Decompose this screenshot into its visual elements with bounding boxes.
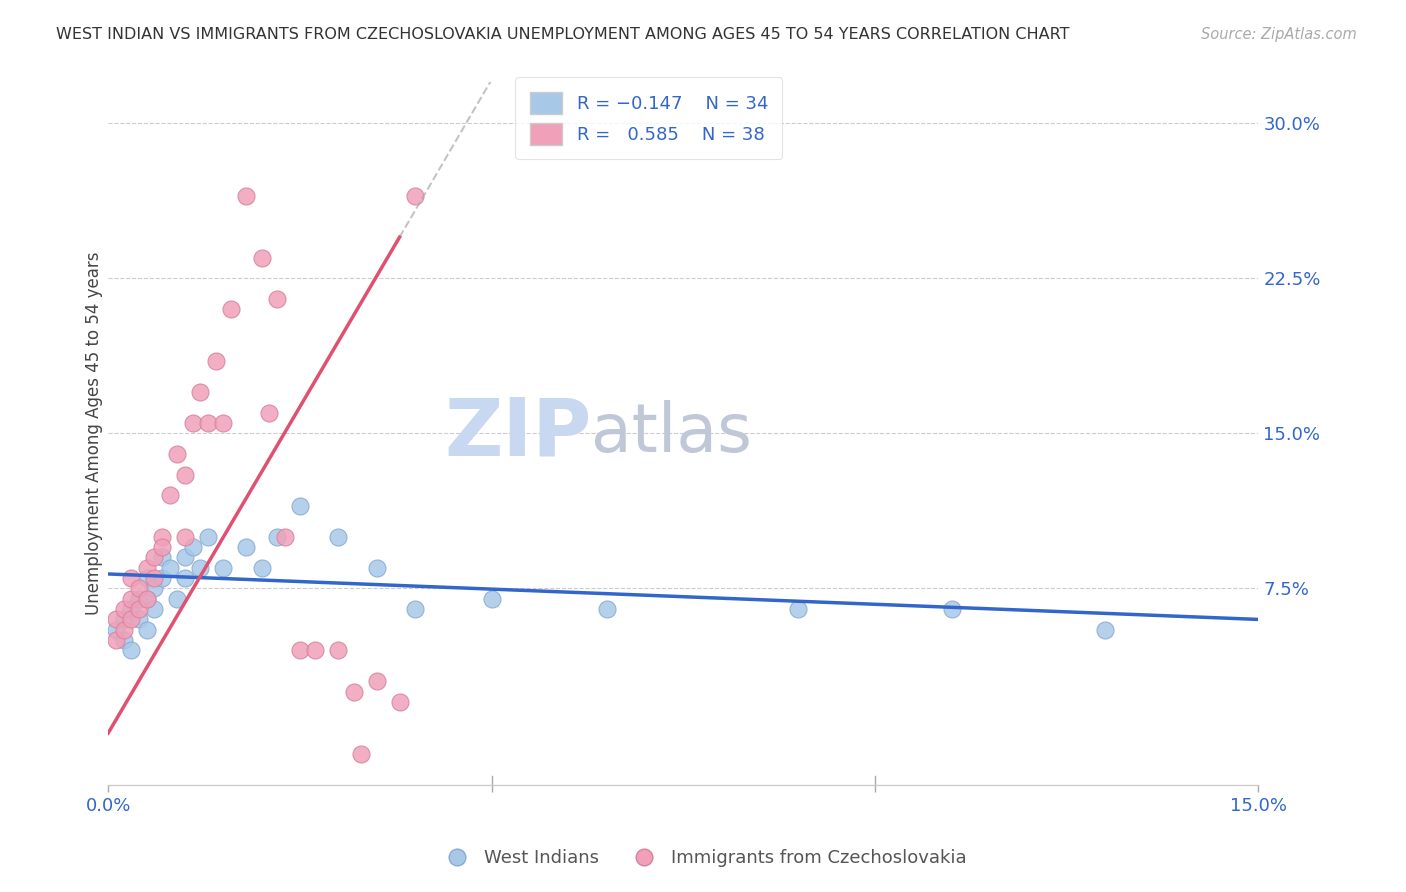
Point: [135, 591, 157, 606]
Point: [143, 550, 166, 565]
Point: [135, 571, 157, 585]
Point: [366, 561, 388, 575]
Point: [941, 602, 963, 616]
Point: [787, 602, 810, 616]
Point: [595, 602, 617, 616]
Point: [166, 447, 188, 461]
Point: [266, 530, 288, 544]
Point: [212, 561, 235, 575]
Point: [188, 561, 211, 575]
Point: [150, 571, 173, 585]
Point: [166, 591, 188, 606]
Point: [197, 416, 219, 430]
Point: [257, 406, 280, 420]
Point: [235, 189, 257, 203]
Point: [273, 530, 295, 544]
Point: [143, 582, 166, 596]
Point: [188, 385, 211, 400]
Point: [173, 530, 195, 544]
Point: [120, 612, 142, 626]
Point: [112, 623, 135, 637]
Point: [181, 416, 204, 430]
Point: [128, 602, 150, 616]
Text: Source: ZipAtlas.com: Source: ZipAtlas.com: [1201, 27, 1357, 42]
Text: atlas: atlas: [592, 401, 752, 467]
Point: [128, 612, 150, 626]
Point: [197, 530, 219, 544]
Point: [212, 416, 235, 430]
Point: [266, 292, 288, 306]
Legend: West Indians, Immigrants from Czechoslovakia: West Indians, Immigrants from Czechoslov…: [432, 842, 974, 874]
Point: [150, 530, 173, 544]
Point: [112, 612, 135, 626]
Point: [150, 540, 173, 554]
Point: [120, 571, 142, 585]
Point: [304, 643, 326, 657]
Point: [250, 561, 273, 575]
Point: [112, 633, 135, 648]
Point: [135, 623, 157, 637]
Point: [159, 561, 181, 575]
Point: [350, 747, 373, 761]
Point: [120, 643, 142, 657]
Point: [120, 602, 142, 616]
Point: [120, 591, 142, 606]
Point: [404, 602, 426, 616]
Point: [173, 571, 195, 585]
Point: [173, 467, 195, 482]
Point: [204, 354, 226, 368]
Point: [250, 251, 273, 265]
Point: [104, 633, 127, 648]
Point: [112, 602, 135, 616]
Point: [1094, 623, 1116, 637]
Point: [288, 499, 311, 513]
Point: [388, 695, 411, 709]
Point: [328, 643, 350, 657]
Point: [128, 591, 150, 606]
Legend: R = −0.147    N = 34, R =   0.585    N = 38: R = −0.147 N = 34, R = 0.585 N = 38: [515, 77, 783, 159]
Point: [143, 602, 166, 616]
Point: [128, 582, 150, 596]
Point: [288, 643, 311, 657]
Point: [143, 571, 166, 585]
Point: [481, 591, 503, 606]
Point: [135, 591, 157, 606]
Point: [366, 674, 388, 689]
Point: [150, 550, 173, 565]
Point: [219, 302, 242, 317]
Point: [342, 685, 364, 699]
Point: [404, 189, 426, 203]
Point: [173, 550, 195, 565]
Point: [235, 540, 257, 554]
Text: WEST INDIAN VS IMMIGRANTS FROM CZECHOSLOVAKIA UNEMPLOYMENT AMONG AGES 45 TO 54 Y: WEST INDIAN VS IMMIGRANTS FROM CZECHOSLO…: [56, 27, 1070, 42]
Point: [181, 540, 204, 554]
Text: ZIP: ZIP: [444, 394, 592, 473]
Point: [104, 623, 127, 637]
Point: [328, 530, 350, 544]
Y-axis label: Unemployment Among Ages 45 to 54 years: Unemployment Among Ages 45 to 54 years: [86, 252, 103, 615]
Point: [135, 561, 157, 575]
Point: [104, 612, 127, 626]
Point: [159, 488, 181, 502]
